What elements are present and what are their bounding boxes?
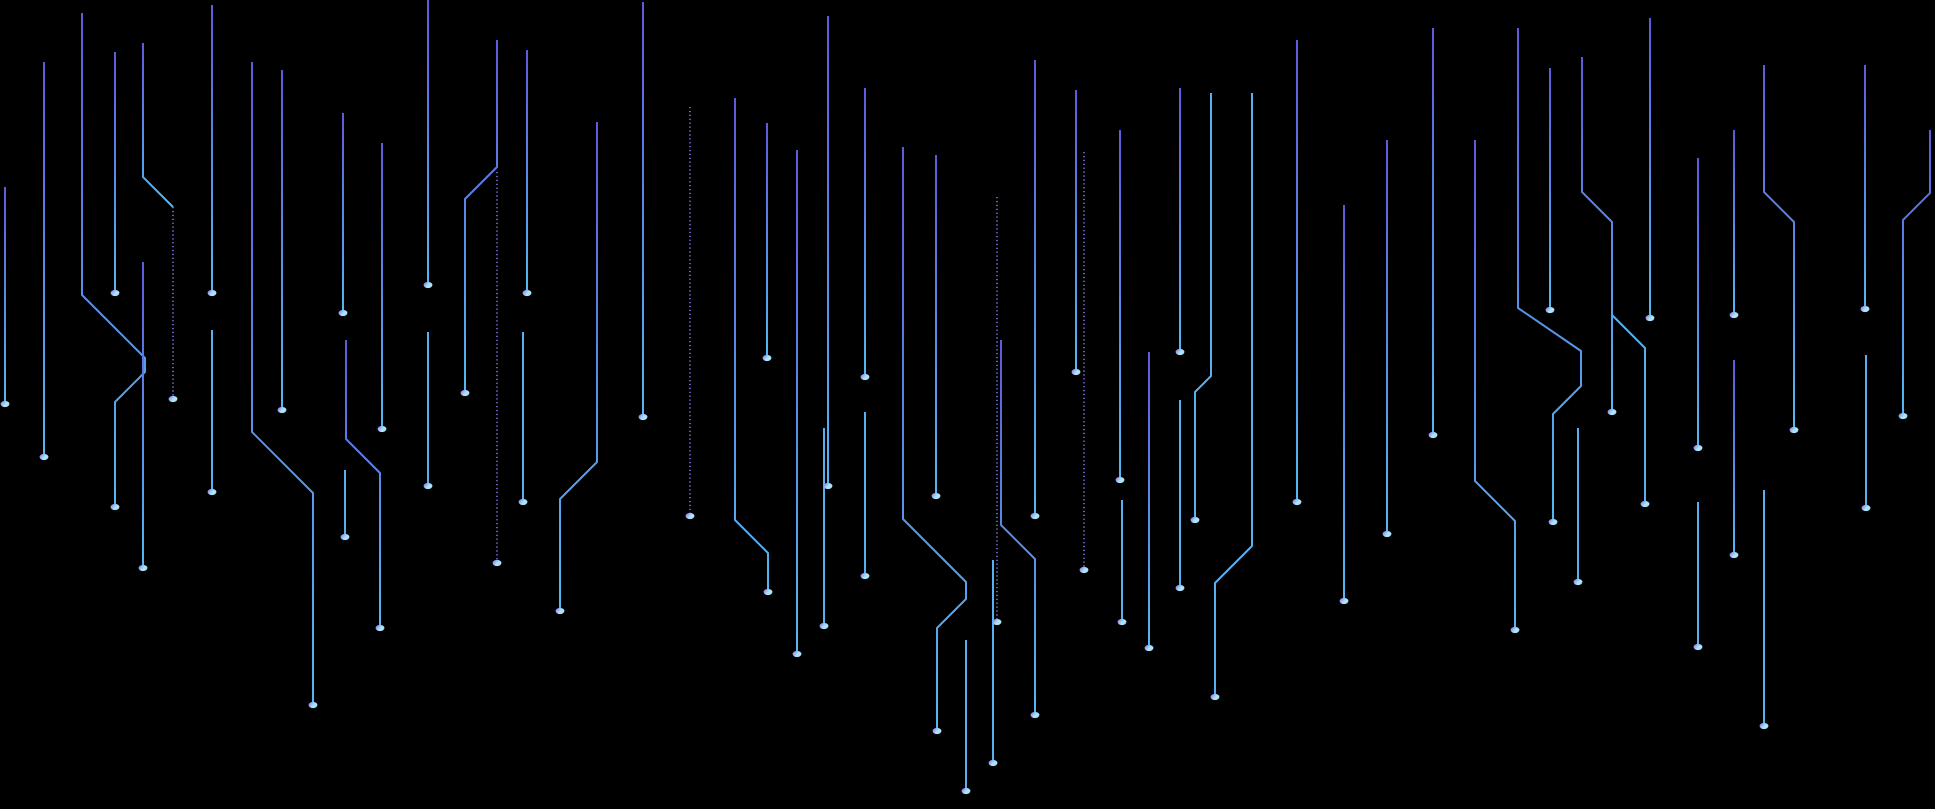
circuit-trace bbox=[902, 147, 967, 731]
trace-endpoint-dot bbox=[762, 354, 772, 362]
trace-endpoint-dot bbox=[110, 289, 120, 297]
trace-endpoint-dot bbox=[1079, 566, 1089, 574]
trace-endpoint-dot bbox=[1428, 431, 1438, 439]
trace-endpoint-dot bbox=[110, 503, 120, 511]
circuit-trace bbox=[559, 122, 598, 611]
trace-endpoint-dot bbox=[423, 281, 433, 289]
trace-endpoint-dot bbox=[1860, 305, 1870, 313]
circuit-trace bbox=[734, 98, 769, 592]
trace-endpoint-dot bbox=[518, 498, 528, 506]
trace-endpoint-dot bbox=[638, 413, 648, 421]
trace-endpoint-dot bbox=[460, 389, 470, 397]
circuit-trace bbox=[1214, 93, 1253, 697]
trace-endpoint-dot bbox=[1117, 618, 1127, 626]
circuit-trace bbox=[1474, 140, 1516, 630]
trace-endpoint-dot bbox=[1640, 500, 1650, 508]
circuit-trace bbox=[464, 40, 498, 393]
trace-endpoint-dot bbox=[1175, 584, 1185, 592]
trace-endpoint-dot bbox=[1545, 306, 1555, 314]
trace-endpoint-dot bbox=[423, 482, 433, 490]
trace-endpoint-dot bbox=[338, 309, 348, 317]
trace-endpoint-dot bbox=[1548, 518, 1558, 526]
trace-endpoint-dot bbox=[819, 622, 829, 630]
trace-endpoint-dot bbox=[1759, 722, 1769, 730]
trace-endpoint-dot bbox=[0, 400, 10, 408]
trace-endpoint-dot bbox=[1693, 643, 1703, 651]
trace-endpoint-dot bbox=[1030, 711, 1040, 719]
trace-endpoint-dot bbox=[277, 406, 287, 414]
circuit-trace bbox=[1611, 314, 1646, 504]
trace-endpoint-dot bbox=[1175, 348, 1185, 356]
trace-endpoint-dot bbox=[1115, 476, 1125, 484]
trace-endpoint-dot bbox=[375, 624, 385, 632]
trace-endpoint-dot bbox=[1292, 498, 1302, 506]
trace-endpoint-dot bbox=[39, 453, 49, 461]
trace-endpoint-dot bbox=[1729, 551, 1739, 559]
trace-endpoint-dot bbox=[1030, 512, 1040, 520]
trace-endpoint-dot bbox=[1898, 412, 1908, 420]
circuit-trace bbox=[251, 62, 314, 705]
trace-endpoint-dot bbox=[207, 289, 217, 297]
circuit-trace bbox=[1194, 93, 1212, 520]
trace-endpoint-dot bbox=[168, 395, 178, 403]
trace-endpoint-dot bbox=[1607, 408, 1617, 416]
trace-endpoint-dot bbox=[377, 425, 387, 433]
circuit-trace bbox=[345, 340, 381, 628]
trace-endpoint-dot bbox=[1190, 516, 1200, 524]
trace-endpoint-dot bbox=[763, 588, 773, 596]
trace-endpoint-dot bbox=[1645, 314, 1655, 322]
trace-endpoint-dot bbox=[1510, 626, 1520, 634]
trace-endpoint-dot bbox=[1339, 597, 1349, 605]
trace-endpoint-dot bbox=[1861, 504, 1871, 512]
circuit-trace bbox=[1581, 57, 1613, 412]
trace-endpoint-dot bbox=[138, 564, 148, 572]
trace-endpoint-dot bbox=[308, 701, 318, 709]
trace-endpoint-dot bbox=[860, 572, 870, 580]
circuit-trace bbox=[1763, 65, 1795, 430]
trace-endpoint-dot bbox=[1729, 311, 1739, 319]
trace-endpoint-dot bbox=[1573, 578, 1583, 586]
trace-endpoint-dot bbox=[685, 512, 695, 520]
trace-endpoint-dot bbox=[823, 482, 833, 490]
trace-endpoint-dot bbox=[961, 787, 971, 795]
trace-endpoint-dot bbox=[1693, 444, 1703, 452]
circuit-trace bbox=[81, 13, 146, 507]
trace-endpoint-dot bbox=[1144, 644, 1154, 652]
trace-endpoint-dot bbox=[988, 759, 998, 767]
trace-endpoint-dot bbox=[992, 618, 1002, 626]
trace-endpoint-dot bbox=[522, 289, 532, 297]
trace-endpoint-dot bbox=[555, 607, 565, 615]
trace-endpoint-dot bbox=[792, 650, 802, 658]
circuit-trace bbox=[1517, 28, 1582, 522]
trace-endpoint-dot bbox=[492, 559, 502, 567]
trace-endpoint-dot bbox=[1789, 426, 1799, 434]
trace-endpoint-dot bbox=[932, 727, 942, 735]
circuit-trace bbox=[1902, 130, 1931, 416]
trace-endpoint-dot bbox=[931, 492, 941, 500]
trace-endpoint-dot bbox=[1210, 693, 1220, 701]
trace-endpoint-dot bbox=[340, 533, 350, 541]
trace-endpoint-dot bbox=[1071, 368, 1081, 376]
trace-endpoint-dot bbox=[860, 373, 870, 381]
circuit-trace bbox=[142, 43, 174, 208]
trace-endpoint-dot bbox=[207, 488, 217, 496]
trace-endpoint-dot bbox=[1382, 530, 1392, 538]
circuit-trace bbox=[1000, 340, 1036, 715]
